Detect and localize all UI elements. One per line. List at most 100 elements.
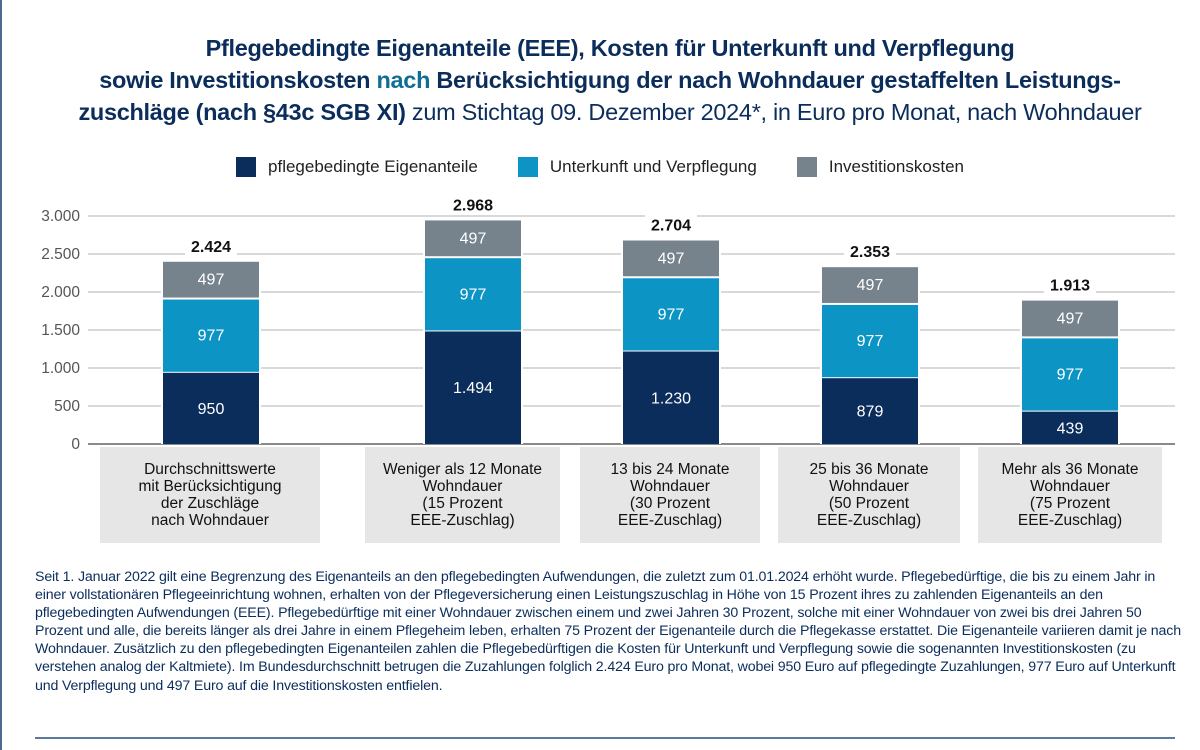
category-label-line: Wohndauer [829,478,909,495]
bar-segment-invest [1022,300,1118,337]
category-label-line: Wohndauer [1030,478,1110,495]
bar-stack: 439 977 497 1.913 [1020,274,1120,444]
segment-value-label: 497 [1057,310,1084,327]
total-label-bg [645,214,697,235]
bar-segment-unterkunft [1022,338,1118,411]
bar-segment-pflege [163,372,259,444]
category-label-line: (50 Prozent [828,495,910,512]
segment-value-label: 497 [658,250,685,267]
y-tick-label: 0 [71,436,80,450]
bar-stack: 1.494 977 497 2.968 [423,195,523,444]
category-label: 13 bis 24 Monate Wohndauer (30 Prozent EEE-… [580,447,760,543]
category-label: Mehr als 36 Monate Wohndauer (75 Prozent EE… [978,447,1162,543]
y-tick-label: 1.500 [41,322,80,339]
total-value-label: 2.424 [191,239,231,256]
category-label: 25 bis 36 Monate Wohndauer (50 Prozent EEE-… [778,447,960,543]
legend: pflegebedingte Eigenanteile Unterkunft u… [0,157,1200,177]
legend-label-invest: Investitionskosten [828,157,964,176]
y-tick-label: 3.000 [41,208,80,225]
title-line-1: Pflegebedingte Eigenanteile (EEE), Koste… [40,32,1180,64]
legend-item-invest: Investitionskosten [796,157,964,177]
bar-segment-unterkunft [425,258,521,331]
category-label-line: Wohndauer [422,478,503,495]
segment-value-label: 977 [857,333,884,350]
category-label-line: EEE-Zuschlag) [617,512,723,529]
segment-value-label: 977 [658,306,685,323]
legend-label-pflege: pflegebedingte Eigenanteile [268,157,478,176]
segment-value-label: 879 [857,404,884,421]
segment-value-label: 977 [198,328,225,345]
chart-title: Pflegebedingte Eigenanteile (EEE), Koste… [40,32,1180,128]
title-line-2-b: Berücksichtigung der nach Wohndauer gest… [430,67,1121,93]
total-label-bg [447,195,499,215]
y-axis: 0 500 1.000 1.500 2.000 2.500 3.000 [41,208,80,450]
bar-stack: 1.230 977 497 2.704 [621,214,721,444]
bar-segment-pflege [425,331,521,444]
category-label-line: EEE-Zuschlag) [1017,512,1123,529]
category-label-line: 13 bis 24 Monate [610,461,730,478]
total-value-label: 2.968 [453,197,493,214]
category-label-line: (75 Prozent [1029,495,1111,512]
total-value-label: 2.704 [651,217,691,234]
category-label-line: mit Berücksichtigung [138,478,282,495]
category-label-line: 25 bis 36 Monate [809,461,929,478]
footnote-text: Seit 1. Januar 2022 gilt eine Begrenzung… [35,569,1181,694]
category-label-line: EEE-Zuschlag) [410,512,515,529]
total-value-label: 2.353 [850,244,890,261]
bar-segment-pflege [822,378,918,444]
total-label-bg [844,241,896,262]
y-tick-label: 1.000 [41,360,80,377]
bar-segment-invest [822,267,918,303]
segment-value-label: 1.230 [651,390,691,407]
category-label-line: Durchschnittswerte [144,461,276,478]
bar-stack: 879 977 497 2.353 [820,241,920,444]
legend-label-unterkunft: Unterkunft und Verpflegung [549,157,757,176]
bar-segment-invest [623,240,719,277]
segment-value-label: 977 [460,286,487,303]
y-tick-label: 2.000 [41,284,80,301]
segment-value-label: 497 [198,272,225,289]
category-label: Weniger als 12 Monate Wohndauer (15 Prozen… [365,447,560,543]
legend-item-pflege: pflegebedingte Eigenanteile [236,157,478,177]
legend-swatch-invest [796,157,817,177]
title-line-2-a: sowie Investitionskosten [99,67,377,93]
stacked-bar-chart: 0 500 1.000 1.500 2.000 2.500 3.000 950 977 497 2… [41,195,1175,450]
category-label-line: Mehr als 36 Monate [1001,461,1139,478]
category-label-line: Wohndauer [630,478,710,495]
category-label-line: (15 Prozent [422,495,503,512]
segment-value-label: 1.494 [453,380,493,397]
category-label-line: EEE-Zuschlag) [816,512,922,529]
y-tick-label: 500 [54,398,80,415]
bar-segment-unterkunft [822,304,918,378]
total-label-bg [185,235,237,256]
total-label-bg [1044,274,1096,295]
legend-swatch-unterkunft [517,157,538,177]
bar-segment-pflege [1022,411,1118,444]
legend-swatch-pflege [236,157,257,177]
bar-segment-unterkunft [623,278,719,351]
title-line-3-normal: zum Stichtag 09. Dezember 2024*, in Euro… [405,99,1142,125]
category-label: Durchschnittswerte mit Berücksichtigung de… [100,447,320,543]
bars: 950 977 497 2.424 1.494 977 497 2.968 1.230 977 49… [161,195,1120,444]
segment-value-label: 497 [460,230,487,247]
legend-item-unterkunft: Unterkunft und Verpflegung [517,157,757,177]
title-line-3-bold: zuschläge (nach §43c SGB XI) [78,99,406,125]
segment-value-label: 497 [857,277,884,294]
y-tick-label: 2.500 [41,246,80,263]
bar-segment-pflege [623,351,719,444]
bar-segment-invest [425,220,521,257]
segment-value-label: 439 [1057,420,1084,437]
title-line-3: zuschläge (nach §43c SGB XI) zum Stichta… [40,96,1180,128]
segment-value-label: 977 [1057,367,1084,384]
bar-segment-invest [163,261,259,298]
left-border [0,0,2,750]
total-value-label: 1.913 [1050,278,1090,295]
category-label-line: (30 Prozent [629,495,711,512]
bottom-divider [35,737,1175,739]
title-line-2: sowie Investitionskosten nach Berücksich… [40,64,1180,96]
bar-stack: 950 977 497 2.424 [161,235,261,444]
segment-value-label: 950 [198,401,225,418]
category-label-line: Weniger als 12 Monate [382,461,543,478]
category-label-line: der Zuschläge [160,495,260,512]
title-highlight: nach [376,67,431,93]
